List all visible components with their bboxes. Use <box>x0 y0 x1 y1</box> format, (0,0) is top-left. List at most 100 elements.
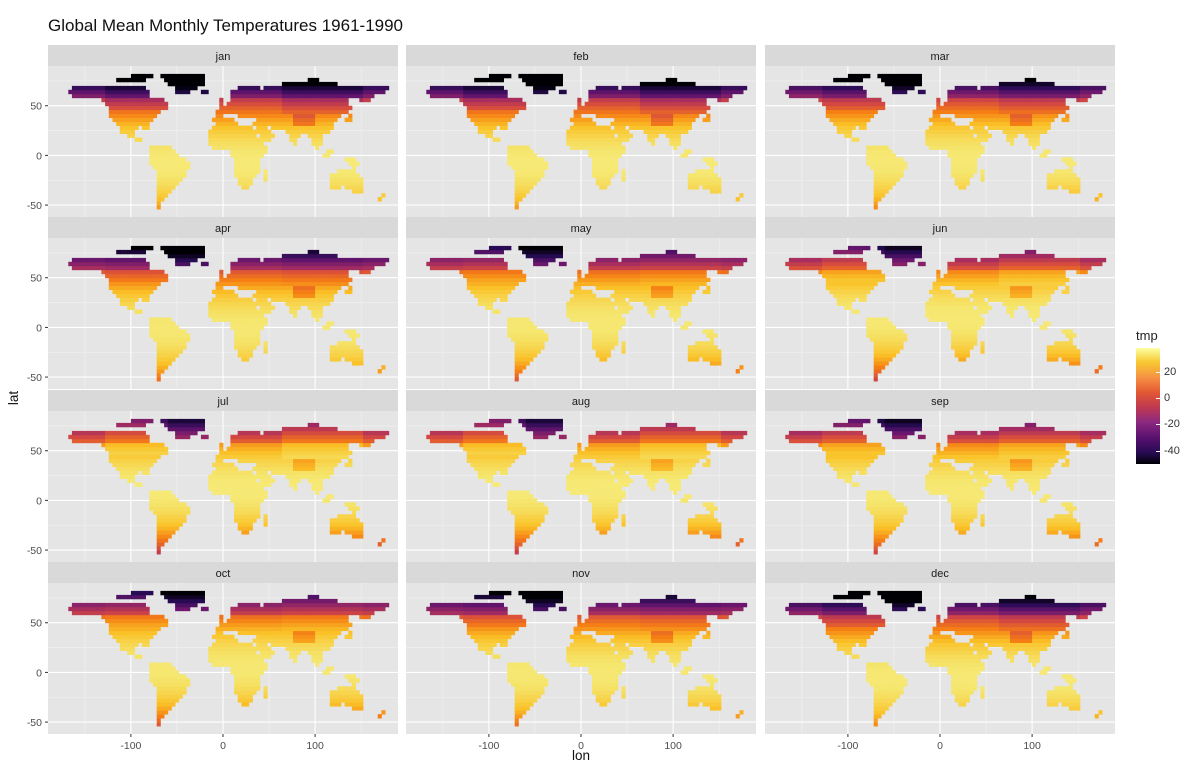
temperature-cell <box>610 257 615 263</box>
temperature-cell <box>492 121 497 126</box>
temperature-cell <box>488 105 493 111</box>
temperature-cell <box>94 93 99 99</box>
temperature-cell <box>226 297 231 302</box>
temperature-cell <box>628 305 633 310</box>
temperature-cell <box>300 277 305 283</box>
temperature-cell <box>713 173 718 178</box>
temperature-cell <box>160 369 165 374</box>
temperature-cell <box>651 81 656 87</box>
temperature-cell <box>706 173 711 178</box>
temperature-cell <box>488 85 493 91</box>
temperature-cell <box>175 345 180 350</box>
temperature-cell <box>940 133 945 138</box>
temperature-cell <box>592 165 597 170</box>
temperature-cell <box>86 265 91 271</box>
temperature-cell <box>359 177 364 182</box>
temperature-cell <box>193 253 198 259</box>
temperature-cell <box>511 157 516 162</box>
temperature-cell <box>873 373 878 378</box>
temperature-cell <box>976 93 981 99</box>
temperature-cell <box>112 261 117 267</box>
temperature-cell <box>101 89 106 95</box>
temperature-cell <box>311 249 316 255</box>
temperature-cell <box>617 129 622 134</box>
temperature-cell <box>621 345 626 350</box>
temperature-cell <box>943 105 948 111</box>
temperature-cell <box>544 73 549 79</box>
temperature-cell <box>925 137 930 142</box>
temperature-cell <box>289 301 294 306</box>
temperature-cell <box>522 337 527 342</box>
temperature-cell <box>606 297 611 302</box>
temperature-cell <box>245 93 250 99</box>
temperature-cell <box>599 337 604 342</box>
temperature-cell <box>304 89 309 95</box>
temperature-cell <box>281 85 286 91</box>
temperature-cell <box>739 257 744 263</box>
temperature-cell <box>160 245 165 251</box>
temperature-cell <box>252 141 257 146</box>
temperature-cell <box>662 253 667 259</box>
temperature-cell <box>171 253 176 259</box>
temperature-cell <box>101 269 106 275</box>
temperature-cell <box>230 273 235 279</box>
temperature-cell <box>112 117 117 123</box>
temperature-cell <box>226 289 231 295</box>
temperature-cell <box>160 193 165 198</box>
temperature-cell <box>709 189 714 194</box>
temperature-cell <box>980 93 985 99</box>
temperature-cell <box>643 81 648 87</box>
temperature-cell <box>687 261 692 267</box>
temperature-cell <box>914 81 919 87</box>
temperature-cell <box>558 77 563 83</box>
temperature-cell <box>1035 81 1040 87</box>
temperature-cell <box>547 85 552 91</box>
temperature-cell <box>525 145 530 150</box>
temperature-cell <box>130 273 135 279</box>
temperature-cell <box>588 121 593 126</box>
temperature-cell <box>108 273 113 279</box>
temperature-cell <box>463 89 468 95</box>
temperature-cell <box>1046 125 1051 130</box>
temperature-cell <box>270 113 275 119</box>
temperature-cell <box>127 293 132 298</box>
temperature-cell <box>525 357 530 362</box>
temperature-cell <box>263 121 268 126</box>
temperature-cell <box>83 257 88 263</box>
temperature-cell <box>965 177 970 182</box>
temperature-cell <box>340 101 345 107</box>
temperature-cell <box>606 329 611 334</box>
temperature-cell <box>684 273 689 279</box>
temperature-cell <box>488 285 493 291</box>
temperature-cell <box>477 301 482 306</box>
temperature-cell <box>245 165 250 170</box>
temperature-cell <box>499 273 504 279</box>
temperature-cell <box>851 137 856 142</box>
temperature-cell <box>241 161 246 166</box>
temperature-cell <box>514 97 519 103</box>
temperature-cell <box>245 185 250 190</box>
temperature-cell <box>219 269 224 275</box>
temperature-cell <box>426 89 431 95</box>
temperature-cell <box>278 265 283 271</box>
temperature-cell <box>1057 169 1062 174</box>
temperature-cell <box>847 89 852 95</box>
temperature-cell <box>518 245 523 251</box>
temperature-cell <box>881 361 886 366</box>
temperature-cell <box>680 117 685 123</box>
temperature-cell <box>621 133 626 138</box>
temperature-cell <box>178 337 183 342</box>
temperature-cell <box>245 177 250 182</box>
temperature-cell <box>193 257 198 263</box>
temperature-cell <box>315 129 320 134</box>
temperature-cell <box>592 153 597 158</box>
temperature-cell <box>485 265 490 271</box>
temperature-cell <box>175 177 180 182</box>
temperature-cell <box>259 289 264 295</box>
temperature-cell <box>274 269 279 275</box>
temperature-cell <box>903 73 908 79</box>
temperature-cell <box>614 341 619 346</box>
temperature-cell <box>241 149 246 154</box>
temperature-cell <box>881 365 886 370</box>
temperature-cell <box>267 265 272 271</box>
